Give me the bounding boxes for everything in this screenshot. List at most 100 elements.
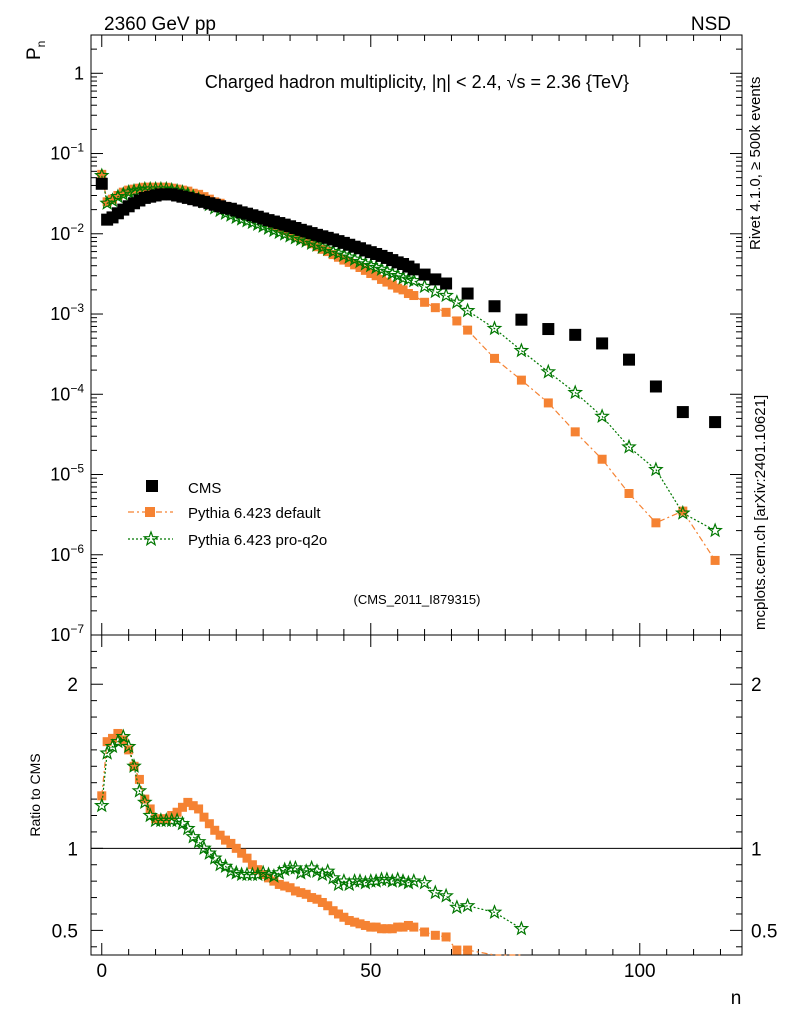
proq2o-point — [131, 782, 148, 798]
proq2o-point — [449, 294, 465, 310]
proq2o-point — [206, 849, 223, 865]
main-y-tick-label: 10−1 — [50, 141, 84, 164]
ratio-y-tick-label-left: 0.5 — [52, 921, 78, 942]
default-point — [516, 375, 526, 385]
header-right: NSD — [691, 14, 731, 35]
cms-point — [418, 268, 431, 281]
default-point — [258, 870, 268, 880]
proq2o-point — [486, 904, 503, 919]
main-y-tick-label: 1 — [74, 63, 84, 83]
proq2o-point — [459, 302, 476, 318]
proq2o-point — [110, 188, 126, 204]
proq2o-point — [99, 745, 115, 760]
cms-point — [407, 263, 420, 276]
ratio-y-axis-label: Ratio to CMS — [27, 753, 43, 836]
ratio-y-tick-labels: 0.5 0.5 1 1 2 2 — [52, 675, 778, 942]
chart-title: Charged hadron multiplicity, |η| < 2.4, … — [205, 72, 629, 92]
default-point — [333, 909, 343, 919]
proq2o-point — [163, 812, 180, 828]
default-point — [430, 930, 440, 940]
default-point — [387, 924, 397, 934]
default-point — [247, 860, 257, 870]
proq2o-point — [438, 887, 454, 903]
proq2o-point — [513, 342, 530, 358]
proq2o-point — [513, 920, 530, 936]
default-point — [382, 277, 392, 287]
proq2o-point — [357, 874, 374, 890]
default-point — [441, 307, 451, 317]
default-point — [274, 879, 284, 889]
cms-point — [649, 380, 662, 393]
default-point — [339, 912, 349, 922]
cms-point — [596, 337, 609, 350]
default-point — [624, 488, 634, 498]
cms-point — [542, 323, 555, 336]
default-point — [301, 889, 311, 899]
default-point — [543, 398, 553, 408]
default-point — [371, 271, 381, 281]
default-point — [231, 843, 241, 853]
default-point — [355, 262, 365, 272]
cms-point — [95, 177, 108, 190]
default-point — [140, 794, 150, 804]
default-point — [409, 922, 419, 932]
x-tick-label: 0 — [96, 961, 107, 982]
default-point — [210, 825, 220, 835]
default-point — [108, 733, 118, 743]
proq2o-point — [674, 504, 691, 520]
cms-point — [488, 300, 501, 313]
proq2o-point — [115, 186, 132, 201]
default-point — [398, 922, 408, 932]
default-point — [420, 297, 430, 307]
default-point — [344, 916, 354, 926]
default-point — [317, 897, 327, 907]
proq2o-point — [449, 899, 465, 915]
default-point — [129, 761, 139, 771]
analysis-watermark: (CMS_2011_I879315) — [354, 592, 481, 607]
proq2o-point — [405, 873, 422, 888]
main-y-tick-label: 10−3 — [50, 301, 84, 324]
proq2o-point — [373, 871, 390, 887]
default-point — [97, 169, 107, 179]
main-y-tick-label: 10−7 — [50, 622, 84, 645]
default-point — [134, 774, 144, 784]
cms-point — [623, 353, 636, 366]
default-point — [651, 518, 661, 528]
default-point — [339, 255, 349, 265]
default-point — [360, 265, 370, 275]
default-point — [420, 927, 430, 937]
default-point — [118, 187, 128, 197]
proq2o-point — [271, 864, 288, 880]
default-point — [350, 260, 360, 270]
default-point — [366, 268, 376, 278]
proq2o-point — [707, 522, 723, 538]
ratio-panel-frame — [90, 634, 743, 956]
series-cms — [95, 177, 722, 429]
default-point — [463, 325, 473, 335]
default-point — [403, 920, 413, 930]
default-point — [113, 728, 123, 738]
default-point — [360, 920, 370, 930]
ratio-y-tick-label-left: 1 — [67, 839, 78, 860]
default-point — [221, 835, 231, 845]
default-point — [307, 893, 317, 903]
main-y-tick-label: 10−4 — [50, 381, 84, 404]
main-series-group — [93, 167, 723, 565]
proq2o-point — [282, 859, 298, 875]
default-point — [344, 257, 354, 267]
default-point — [409, 291, 419, 301]
default-point — [97, 791, 107, 801]
default-point — [102, 737, 112, 747]
x-axis-label: n — [731, 988, 742, 1009]
proq2o-point — [621, 438, 637, 454]
proq2o-point — [540, 363, 557, 379]
default-point — [441, 932, 451, 942]
default-point — [242, 853, 252, 863]
default-point — [490, 353, 500, 363]
default-point — [285, 883, 295, 893]
proq2o-point — [416, 874, 433, 890]
ratio-y-tick-label-right: 0.5 — [751, 921, 777, 942]
proq2o-point — [325, 869, 341, 885]
default-point — [387, 280, 397, 290]
